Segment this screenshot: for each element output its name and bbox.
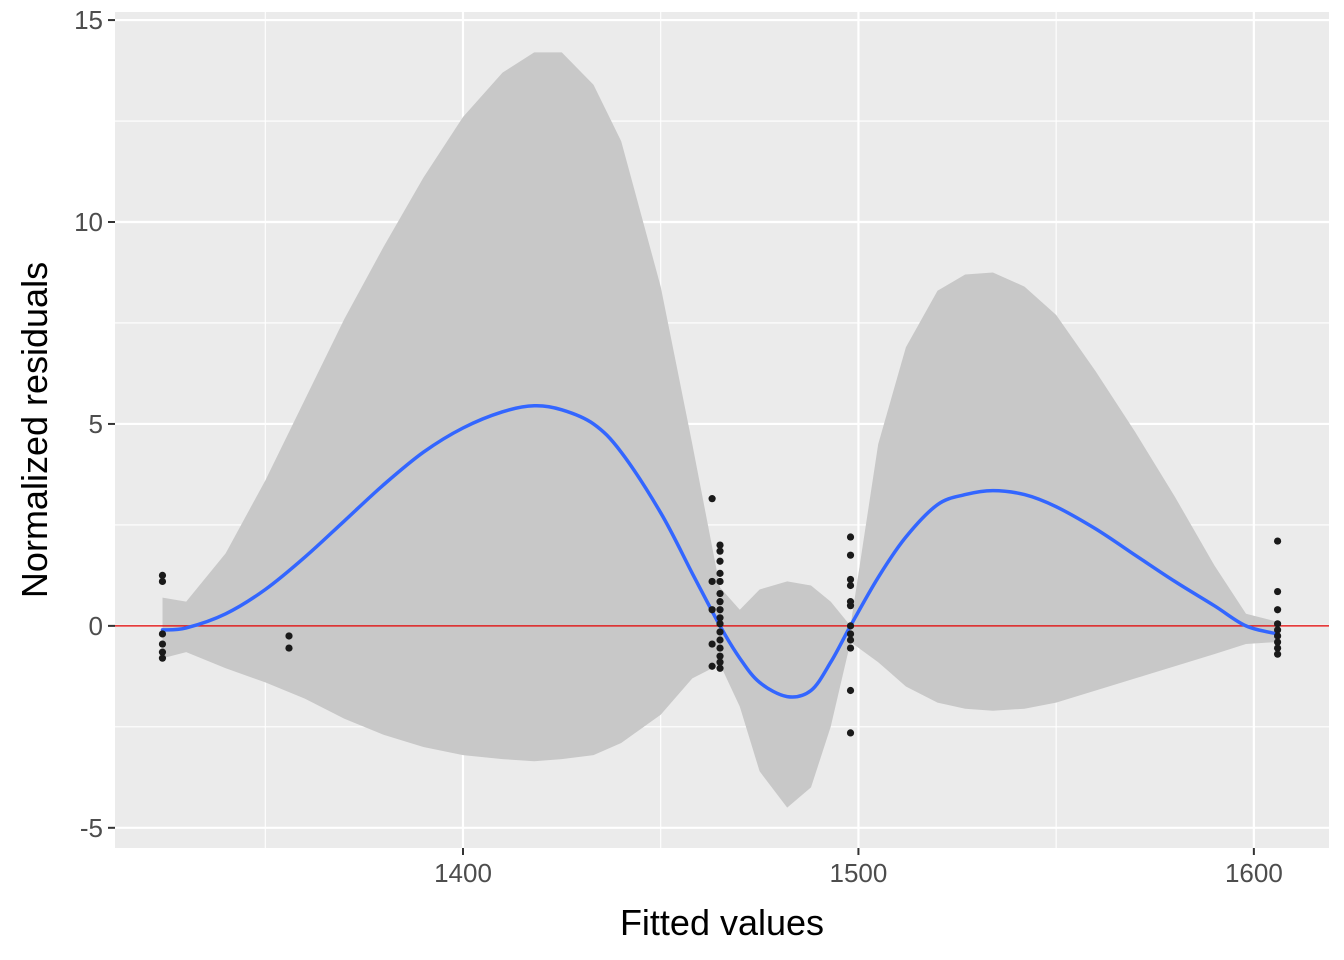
data-point [716, 628, 724, 636]
data-point [1273, 537, 1282, 545]
y-axis: -5 0 5 10 15 [74, 5, 115, 843]
data-point [1273, 606, 1282, 614]
data-point [716, 658, 724, 666]
data-point [1273, 620, 1282, 628]
data-point [708, 606, 716, 614]
y-tick-label: 10 [74, 207, 103, 237]
data-point [846, 686, 855, 695]
data-point [1273, 644, 1282, 652]
data-point [716, 664, 724, 672]
data-point [1273, 632, 1282, 640]
data-point [158, 648, 167, 656]
data-point [846, 551, 855, 559]
y-tick-label: -5 [80, 813, 103, 843]
data-point [716, 620, 724, 628]
data-point [846, 644, 855, 652]
confidence-ribbon [162, 52, 1278, 808]
data-point [846, 630, 855, 638]
data-point [846, 581, 855, 590]
data-point [716, 614, 724, 622]
y-tick-label: 15 [74, 5, 103, 35]
data-points [158, 495, 1282, 737]
data-point [846, 602, 855, 610]
data-point [716, 569, 724, 577]
data-point [716, 652, 724, 660]
y-tick-label: 0 [89, 611, 103, 641]
data-point [1273, 587, 1282, 596]
data-point [716, 577, 724, 586]
data-point [708, 662, 716, 670]
data-point [708, 640, 716, 648]
data-point [1273, 650, 1282, 658]
data-point [158, 640, 167, 648]
data-point [846, 533, 855, 541]
data-point [158, 654, 167, 662]
data-point [708, 495, 716, 503]
data-point [716, 557, 724, 565]
data-point [158, 630, 167, 638]
data-point [158, 571, 167, 579]
data-point [716, 644, 724, 652]
data-point [846, 575, 855, 584]
data-point [285, 632, 293, 640]
data-point [158, 577, 167, 586]
data-point [285, 644, 293, 652]
smooth-curve [160, 403, 1280, 699]
y-axis-title: Normalized residuals [14, 262, 55, 598]
x-axis-title: Fitted values [620, 902, 824, 943]
data-point [716, 541, 724, 549]
data-point [716, 606, 724, 614]
data-point [716, 598, 724, 606]
data-point [708, 577, 716, 586]
data-point [1273, 638, 1282, 646]
x-tick-label: 1400 [434, 858, 492, 888]
x-axis: 1400 1500 1600 [434, 848, 1283, 888]
data-point [716, 547, 724, 555]
x-tick-label: 1600 [1225, 858, 1283, 888]
data-point [846, 622, 855, 630]
data-point [716, 589, 724, 598]
data-point [846, 636, 855, 644]
y-tick-label: 5 [89, 409, 103, 439]
data-point [846, 729, 855, 737]
x-tick-label: 1500 [830, 858, 888, 888]
data-point [1273, 626, 1282, 634]
data-point [716, 636, 724, 644]
